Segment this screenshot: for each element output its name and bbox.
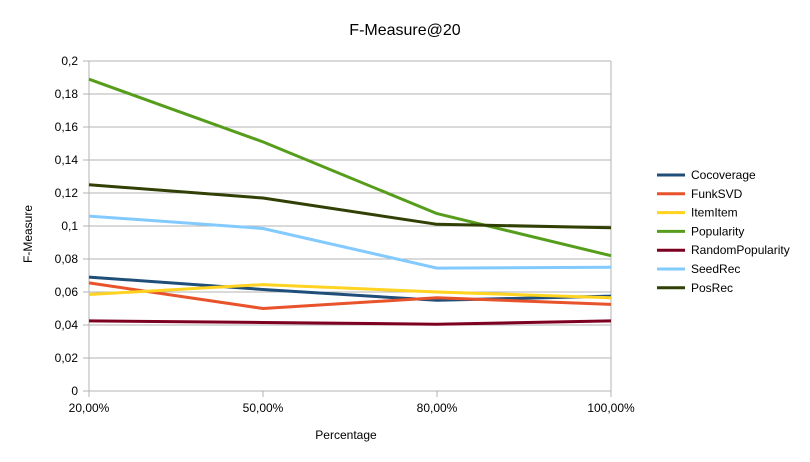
series-line-posrec bbox=[88, 183, 612, 230]
gridlines bbox=[83, 60, 611, 392]
y-tick-label: 0,2 bbox=[61, 54, 78, 68]
series-lines bbox=[88, 77, 612, 326]
legend-label: FunkSVD bbox=[691, 187, 743, 201]
legend-label: ItemItem bbox=[691, 206, 738, 220]
y-tick-label: 0,06 bbox=[55, 285, 79, 299]
y-axis-label: F-Measure bbox=[21, 205, 35, 263]
x-tick-label: 20,00% bbox=[69, 401, 110, 415]
x-tick-label: 50,00% bbox=[243, 401, 284, 415]
y-tick-labels: 0 0,02 0,04 0,06 0,08 0,1 0,12 0,14 0,16 0,18 0,2 bbox=[55, 54, 79, 398]
y-tick-label: 0,08 bbox=[55, 252, 79, 266]
legend-label: Popularity bbox=[691, 224, 744, 238]
y-tick-label: 0,16 bbox=[55, 120, 79, 134]
legend-label: RandomPopularity bbox=[691, 243, 790, 257]
series-line-cocoverage bbox=[88, 275, 612, 302]
series-line-randompopularity bbox=[88, 319, 612, 326]
y-tick-label: 0,02 bbox=[55, 351, 79, 365]
y-tick-label: 0 bbox=[71, 384, 78, 398]
axes bbox=[88, 61, 612, 397]
chart-title: F-Measure@20 bbox=[349, 22, 460, 39]
y-tick-label: 0,14 bbox=[55, 153, 79, 167]
legend-label: PosRec bbox=[691, 281, 733, 295]
series-line-funksvd bbox=[88, 281, 612, 310]
series-line-popularity bbox=[88, 77, 612, 258]
y-tick-label: 0,04 bbox=[55, 318, 79, 332]
x-axis-label: Percentage bbox=[315, 428, 377, 442]
series-line-seedrec bbox=[88, 214, 612, 270]
y-tick-label: 0,1 bbox=[61, 219, 78, 233]
x-tick-label: 80,00% bbox=[417, 401, 458, 415]
series-line-itemitem bbox=[88, 283, 612, 300]
legend-label: SeedRec bbox=[691, 262, 740, 276]
x-tick-label: 100,00% bbox=[587, 401, 635, 415]
legend: Cocoverage FunkSVD ItemItem Popularity Rando… bbox=[657, 168, 790, 295]
y-tick-label: 0,12 bbox=[55, 186, 79, 200]
y-tick-label: 0,18 bbox=[55, 87, 79, 101]
x-tick-labels: 20,00% 50,00% 80,00% 100,00% bbox=[69, 401, 635, 415]
legend-label: Cocoverage bbox=[691, 168, 756, 182]
